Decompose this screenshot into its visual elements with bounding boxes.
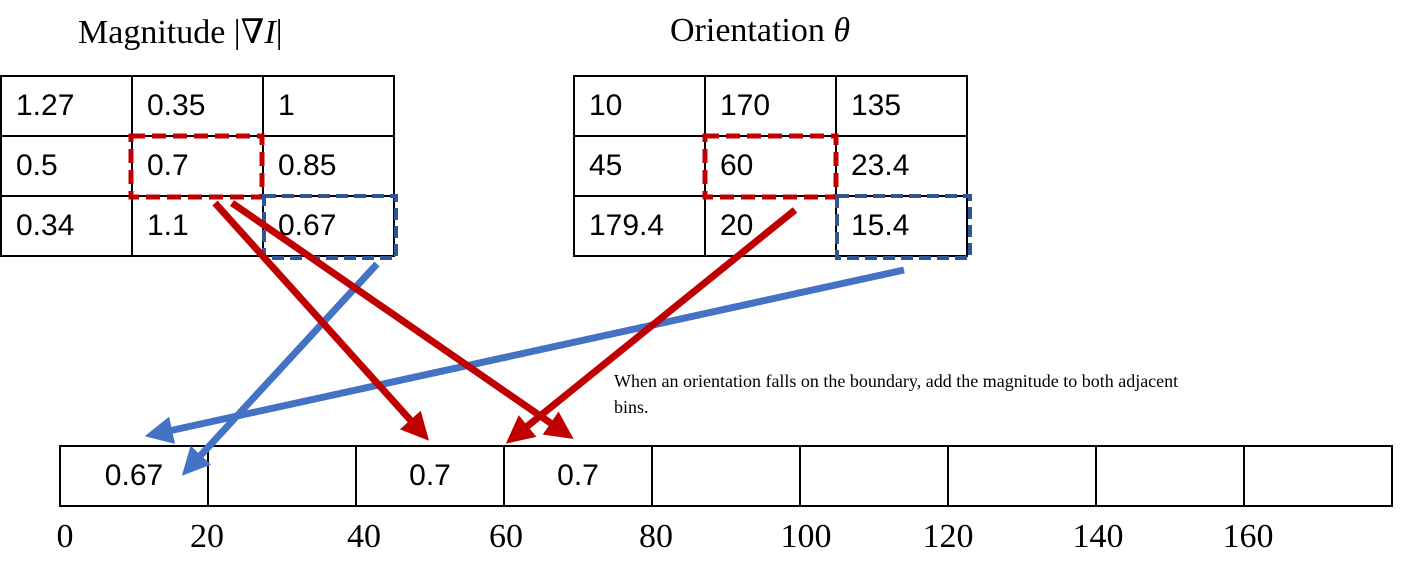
axis-tick-label: 20: [190, 518, 224, 555]
magnitude-table: 1.27 0.35 1 0.5 0.7 0.85 0.34 1.1 0.67: [0, 75, 395, 257]
histogram-bin-120-140: [947, 445, 1097, 507]
orientation-cell: 10: [573, 75, 706, 137]
table-row: 10 170 135: [573, 75, 968, 137]
red-arrow-orientation-to-boundary: [505, 207, 798, 444]
boundary-note: When an orientation falls on the boundar…: [614, 371, 1179, 417]
table-row: 0.5 0.7 0.85: [0, 135, 395, 197]
table-row: 0.34 1.1 0.67: [0, 195, 395, 257]
axis-tick-label: 160: [1222, 518, 1274, 555]
orientation-cell: 170: [704, 75, 837, 137]
histogram-bin-60-80: 0.7: [503, 445, 653, 507]
orientation-title: Orientation θ: [670, 12, 851, 49]
axis-tick-label: 40: [347, 518, 381, 555]
magnitude-cell: 0.5: [0, 135, 133, 197]
magnitude-title: Magnitude |∇I|: [78, 14, 283, 51]
magnitude-cell: 0.34: [0, 195, 133, 257]
axis-tick-label: 80: [639, 518, 673, 555]
histogram-bin-20-40: [207, 445, 357, 507]
highlight-orientation-corner: [835, 194, 972, 260]
table-row: 1.27 0.35 1: [0, 75, 395, 137]
histogram-bin-80-100: [651, 445, 801, 507]
magnitude-cell: 1: [262, 75, 395, 137]
histogram-bins: 0.67 0.7 0.7: [59, 445, 1393, 507]
histogram-row: 0.67 0.7 0.7: [59, 445, 1393, 507]
orientation-cell: 23.4: [835, 135, 968, 197]
red-arrow-magnitude-to-60-80: [230, 200, 574, 439]
axis-tick-label: 140: [1072, 518, 1124, 555]
magnitude-cell: 1.1: [131, 195, 264, 257]
orientation-cell: 45: [573, 135, 706, 197]
highlight-magnitude-corner: [262, 194, 398, 260]
axis-tick-label: 60: [489, 518, 523, 555]
orientation-cell: 20: [704, 195, 837, 257]
axis-tick-label: 100: [780, 518, 832, 555]
blue-arrow-magnitude: [181, 261, 380, 476]
histogram-bin-160-180: [1243, 445, 1393, 507]
histogram-bin-140-160: [1095, 445, 1245, 507]
highlight-magnitude-center: [128, 133, 265, 200]
magnitude-cell: 1.27: [0, 75, 133, 137]
axis-tick-label: 120: [922, 518, 974, 555]
orientation-cell: 179.4: [573, 195, 706, 257]
histogram-bin-100-120: [799, 445, 949, 507]
red-arrow-magnitude-to-40-60: [212, 200, 430, 441]
highlight-orientation-center: [702, 133, 839, 200]
magnitude-cell: 0.67: [262, 195, 395, 257]
table-row: 179.4 20 15.4: [573, 195, 968, 257]
histogram-bin-40-60: 0.7: [355, 445, 505, 507]
axis-tick-label: 0: [56, 518, 74, 555]
blue-arrow-orientation: [144, 266, 905, 444]
orientation-cell: 135: [835, 75, 968, 137]
